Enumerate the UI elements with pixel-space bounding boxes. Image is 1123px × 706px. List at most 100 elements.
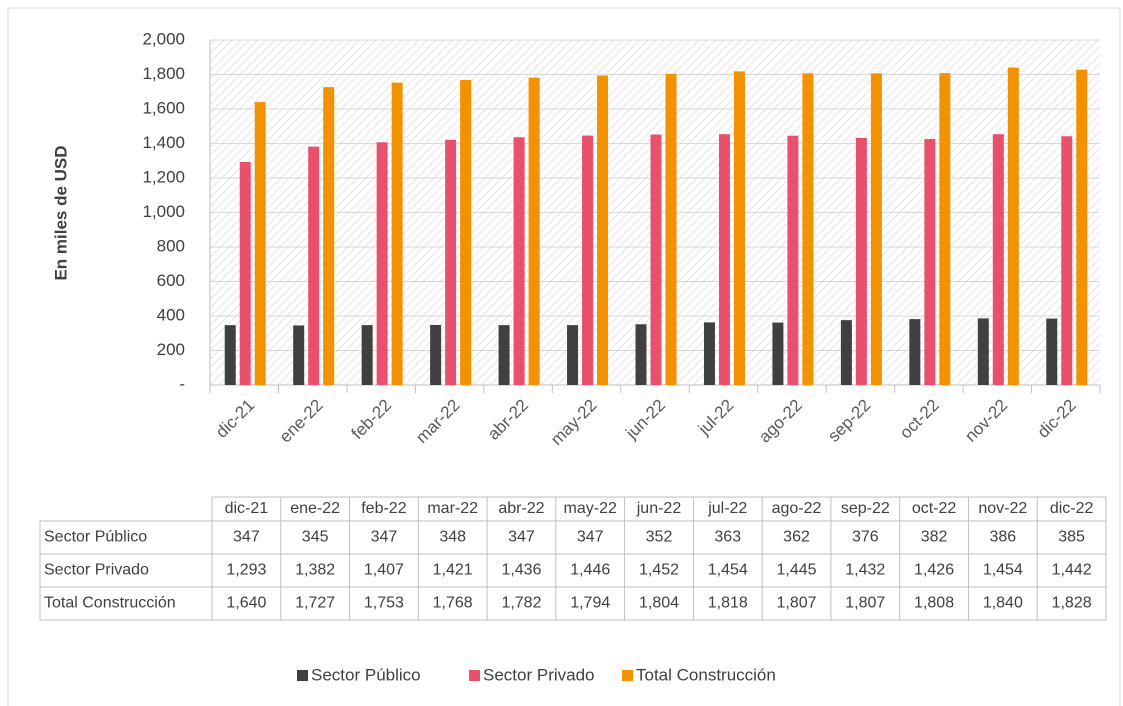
table-cell: 348 [439, 529, 466, 546]
legend-label: Sector Privado [483, 665, 595, 684]
legend-label: Total Construcción [636, 665, 776, 684]
y-tick-label: 2,000 [142, 29, 185, 48]
bar [802, 73, 814, 385]
table-cell: 345 [302, 529, 329, 546]
table-cell: 362 [783, 529, 810, 546]
table-header: ene-22 [290, 500, 340, 517]
table-cell: 1,828 [1052, 595, 1092, 612]
bar [909, 319, 921, 385]
table-cell: 1,804 [639, 595, 679, 612]
table-cell: 1,446 [570, 562, 610, 579]
table-cell: 1,768 [433, 595, 473, 612]
table-row-header: Total Construcción [44, 595, 176, 612]
table-header: feb-22 [361, 500, 406, 517]
table-cell: 1,442 [1052, 562, 1092, 579]
x-tick-label: dic-22 [1034, 396, 1080, 442]
table-header: dic-21 [225, 500, 269, 517]
bar [224, 325, 236, 385]
x-tick-label: dic-21 [212, 396, 258, 442]
table-header: mar-22 [427, 500, 478, 517]
table-cell: 352 [646, 529, 673, 546]
bar [239, 161, 251, 385]
bar [992, 134, 1004, 385]
bar [308, 146, 320, 385]
bar [567, 325, 579, 385]
x-tick-label: ago-22 [755, 396, 806, 447]
bar [650, 134, 662, 385]
x-tick-label: jun-22 [621, 396, 669, 444]
bar [254, 102, 266, 385]
table-cell: 1,808 [914, 595, 954, 612]
table-cell: 1,807 [777, 595, 817, 612]
bar [430, 324, 442, 385]
table-header: nov-22 [978, 500, 1027, 517]
table-row-header: Sector Privado [44, 562, 149, 579]
bar [460, 80, 472, 386]
legend-swatch [297, 670, 308, 681]
y-tick-label: 1,600 [142, 98, 185, 117]
bar [733, 71, 745, 386]
y-tick-label: 200 [157, 340, 185, 359]
y-tick-label: 1,400 [142, 133, 185, 152]
bar [293, 325, 305, 385]
bar [498, 325, 510, 385]
table-cell: 347 [508, 529, 535, 546]
y-tick-label: - [179, 374, 185, 393]
bar [513, 137, 525, 385]
table-header: jul-22 [707, 500, 747, 517]
table-cell: 1,382 [295, 562, 335, 579]
bar [840, 320, 852, 385]
table-header: sep-22 [841, 500, 890, 517]
y-tick-label: 800 [157, 236, 185, 255]
table-cell: 1,293 [226, 562, 266, 579]
table-cell: 1,452 [639, 562, 679, 579]
legend-label: Sector Público [311, 665, 421, 684]
table-cell: 376 [852, 529, 879, 546]
bar [1076, 69, 1088, 386]
bar [445, 139, 457, 385]
x-tick-label: oct-22 [896, 396, 943, 443]
x-tick-label: jul-22 [694, 396, 738, 440]
x-tick-label: ene-22 [276, 396, 327, 447]
table-cell: 1,426 [914, 562, 954, 579]
y-axis-label: En miles de USD [51, 145, 70, 280]
table-cell: 1,432 [845, 562, 885, 579]
legend-swatch [469, 670, 480, 681]
table-row-header: Sector Público [44, 529, 147, 546]
table-cell: 1,807 [845, 595, 885, 612]
bar [597, 75, 609, 385]
table-cell: 1,640 [226, 595, 266, 612]
bar [939, 73, 951, 386]
table-cell: 347 [371, 529, 398, 546]
y-tick-label: 1,200 [142, 167, 185, 186]
table-cell: 382 [921, 529, 948, 546]
table-cell: 386 [989, 529, 1016, 546]
bar [855, 137, 867, 385]
table-cell: 1,454 [708, 562, 748, 579]
bar [718, 134, 730, 385]
bar [772, 322, 784, 385]
y-tick-label: 1,800 [142, 64, 185, 83]
table-header: jun-22 [636, 500, 682, 517]
x-tick-label: may-22 [547, 396, 601, 450]
x-tick-label: feb-22 [348, 396, 396, 444]
table-cell: 385 [1058, 529, 1085, 546]
table-cell: 347 [233, 529, 260, 546]
table-cell: 1,818 [708, 595, 748, 612]
table-cell: 1,753 [364, 595, 404, 612]
y-tick-label: 1,000 [142, 202, 185, 221]
bar [635, 324, 647, 385]
table-cell: 347 [577, 529, 604, 546]
y-tick-label: 400 [157, 305, 185, 324]
table-header: ago-22 [772, 500, 822, 517]
table-cell: 1,794 [570, 595, 610, 612]
y-tick-label: 600 [157, 271, 185, 290]
bar [924, 139, 936, 385]
table-header: dic-22 [1050, 500, 1094, 517]
bar [361, 325, 373, 385]
x-tick-label: sep-22 [824, 396, 874, 446]
table-cell: 1,727 [295, 595, 335, 612]
table-cell: 1,421 [433, 562, 473, 579]
table-cell: 1,454 [983, 562, 1023, 579]
